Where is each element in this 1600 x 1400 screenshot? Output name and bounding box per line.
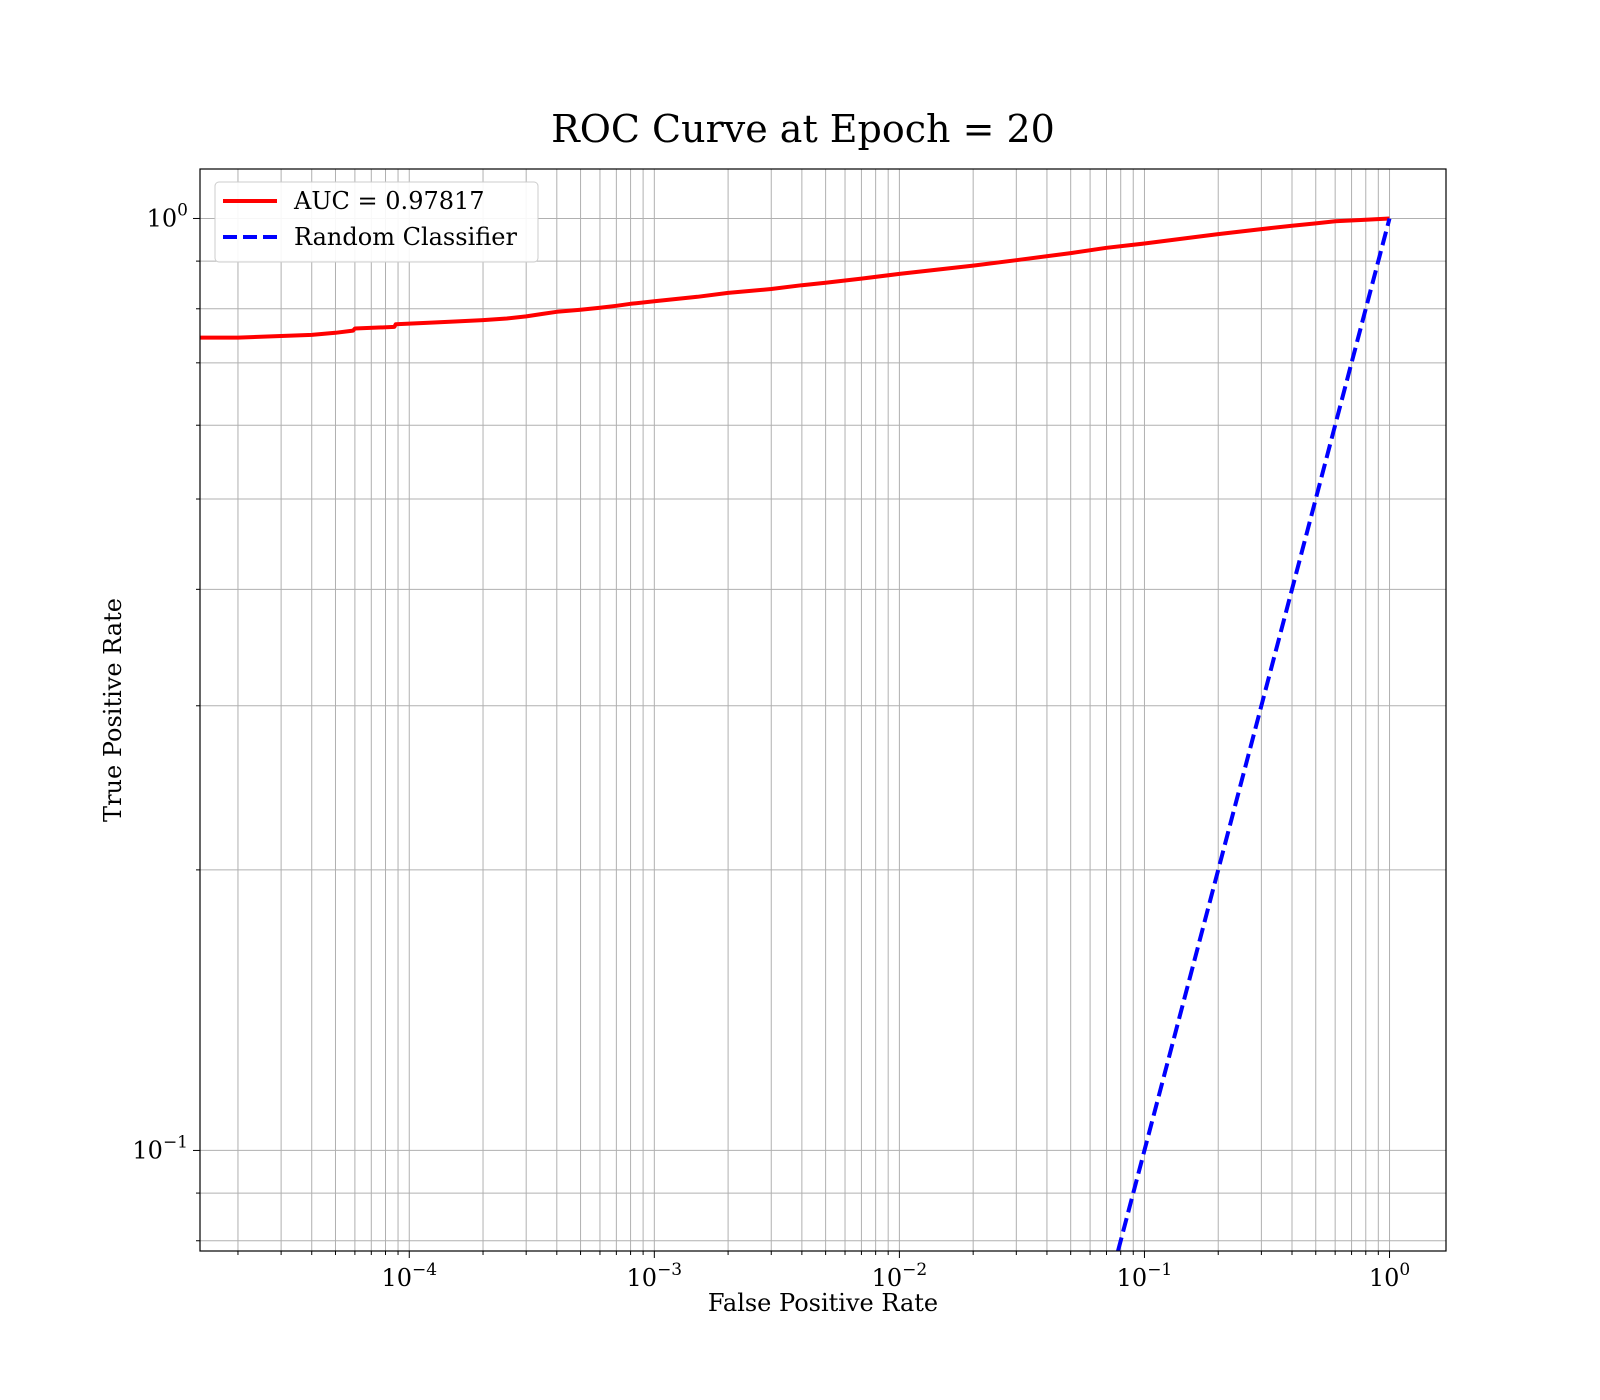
y-tick-label: 10−1	[132, 1132, 188, 1164]
x-tick-label: 100	[1369, 1260, 1410, 1292]
x-tick-label: 10−3	[627, 1260, 683, 1292]
legend-label: AUC = 0.97817	[293, 187, 485, 215]
chart-title: ROC Curve at Epoch = 20	[551, 107, 1055, 151]
grid	[200, 169, 1446, 1251]
series-line-roc	[200, 216, 1390, 340]
y-axis-label: True Positive Rate	[99, 598, 127, 822]
ticks: 10−4 10−3 10−2 10−1 100 10−1 100	[132, 200, 1410, 1292]
x-axis-label: False Positive Rate	[708, 1289, 938, 1317]
legend-label: Random Classifier	[294, 223, 517, 251]
plot-frame	[199, 168, 1447, 1252]
x-tick-label: 10−2	[872, 1260, 928, 1292]
legend-box	[214, 181, 539, 263]
x-tick-label: 10−1	[1117, 1260, 1173, 1292]
x-tick-label: 10−4	[381, 1260, 437, 1292]
plot-lines	[200, 216, 1392, 1251]
series-line-random-classifier	[1116, 217, 1392, 1251]
y-tick-label: 100	[147, 200, 188, 232]
legend: AUC = 0.97817 Random Classifier	[214, 181, 539, 263]
